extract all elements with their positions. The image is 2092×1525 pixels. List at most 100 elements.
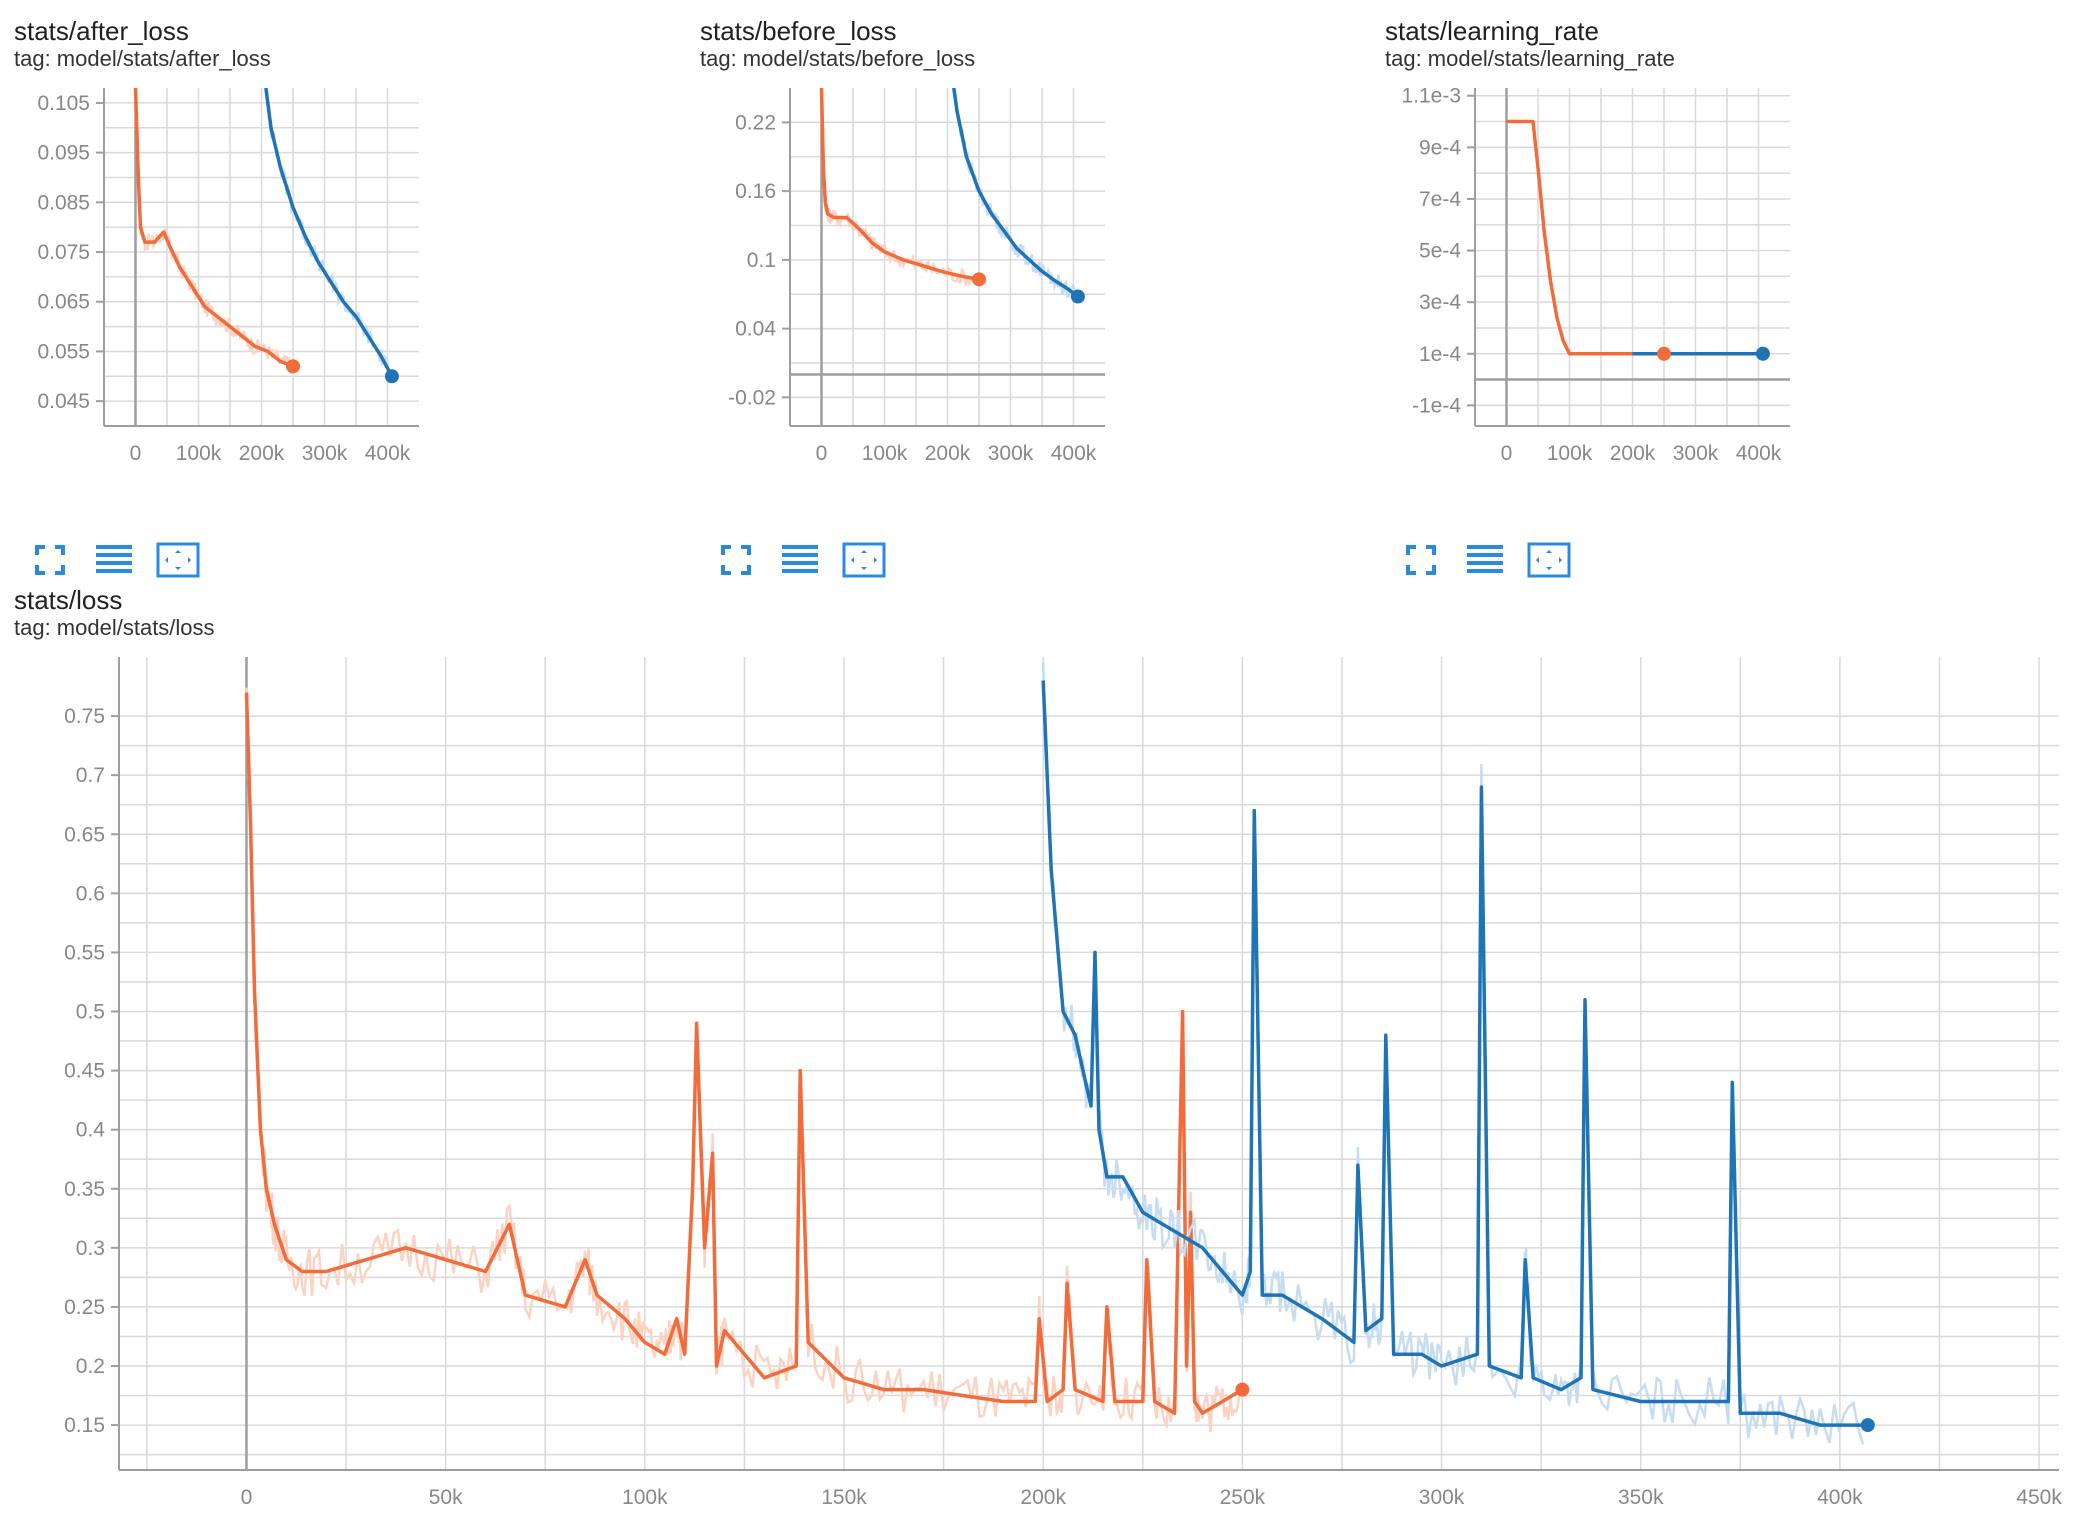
y-tick-label: 0.4	[76, 1119, 106, 1142]
chart-toolbar	[28, 538, 200, 582]
x-tick-label: 300k	[1419, 1486, 1465, 1509]
chart-title: stats/before_loss	[700, 16, 897, 46]
learning-rate-chart[interactable]: 1.1e-3 9e-4 7e-4 5e-4 3e-4 1e-4 -1e-4 0 100k 200k…	[1385, 76, 1885, 536]
x-tick-label: 400k	[365, 442, 411, 465]
x-tick-label: 400k	[1736, 442, 1782, 465]
y-tick-label: 0.16	[735, 180, 776, 203]
y-tick-label: 1e-4	[1419, 343, 1461, 366]
chart-toolbar	[714, 538, 886, 582]
series-line-orange[interactable]	[133, 88, 294, 369]
plot-area	[244, 662, 1868, 1445]
data-list-icon[interactable]	[92, 538, 136, 582]
x-tick-label: 0	[816, 442, 828, 465]
x-tick-label: 250k	[1220, 1486, 1266, 1509]
series-line-orange[interactable]	[244, 692, 1244, 1416]
x-tick-label: 200k	[1020, 1486, 1066, 1509]
y-tick-label: 0.45	[64, 1060, 105, 1083]
fullscreen-icon[interactable]	[1399, 538, 1443, 582]
y-tick-label: 0.7	[76, 764, 105, 787]
fit-domain-icon[interactable]	[156, 538, 200, 582]
y-tick-label: 0.1	[747, 249, 776, 272]
y-tick-label: 0.35	[64, 1178, 105, 1201]
y-tick-label: 0.04	[735, 318, 776, 341]
x-tick-label: 100k	[622, 1486, 668, 1509]
y-tick-label: 7e-4	[1419, 188, 1461, 211]
series-line-orange[interactable]	[1506, 119, 1665, 356]
chart-tag: tag: model/stats/learning_rate	[1385, 46, 1675, 71]
x-tick-label: 100k	[862, 442, 908, 465]
fullscreen-icon[interactable]	[28, 538, 72, 582]
y-tick-label: 3e-4	[1419, 291, 1461, 314]
series-raw-blue	[952, 88, 1079, 305]
data-list-icon[interactable]	[778, 538, 822, 582]
chart-tag: tag: model/stats/loss	[14, 615, 215, 640]
series-end-marker-orange[interactable]	[972, 272, 986, 287]
y-tick-label: 0.3	[76, 1237, 105, 1260]
chart-title: stats/after_loss	[14, 16, 189, 46]
fit-domain-icon[interactable]	[1527, 538, 1571, 582]
y-tick-label: 0.55	[64, 941, 105, 964]
series-end-marker-orange[interactable]	[286, 359, 300, 374]
y-tick-label: 0.065	[37, 291, 90, 314]
x-tick-label: 0	[1501, 442, 1513, 465]
series-line-orange[interactable]	[819, 88, 980, 282]
y-tick-label: 0.6	[76, 882, 105, 905]
x-tick-label: 200k	[925, 442, 971, 465]
before-loss-chart[interactable]: 0.22 0.16 0.1 0.04 -0.02 0 100k 200k 300k 400k	[700, 76, 1200, 536]
chart-tag: tag: model/stats/before_loss	[700, 46, 976, 71]
series-line-blue[interactable]	[952, 88, 1079, 298]
x-tick-label: 300k	[302, 442, 348, 465]
y-tick-label: 1.1e-3	[1401, 85, 1461, 108]
x-tick-label: 100k	[176, 442, 222, 465]
plot-area	[819, 88, 1079, 305]
x-tick-label: 200k	[239, 442, 285, 465]
plot-area	[133, 88, 394, 382]
y-tick-label: 0.5	[76, 1001, 105, 1024]
y-tick-label: -0.02	[728, 386, 776, 409]
x-tick-label: 400k	[1817, 1486, 1863, 1509]
y-tick-label: 0.2	[76, 1355, 105, 1378]
x-tick-label: 0	[130, 442, 142, 465]
plot-area	[1506, 119, 1763, 356]
x-tick-label: 150k	[821, 1486, 867, 1509]
series-end-marker-orange[interactable]	[1235, 1382, 1250, 1397]
series-end-marker-blue[interactable]	[1755, 346, 1770, 361]
series-line-blue[interactable]	[264, 88, 394, 378]
chart-tag: tag: model/stats/after_loss	[14, 46, 271, 71]
series-raw-orange	[820, 90, 979, 287]
y-tick-label: 0.045	[37, 390, 90, 413]
chart-title: stats/learning_rate	[1385, 16, 1599, 46]
x-tick-label: 450k	[2016, 1486, 2062, 1509]
y-tick-label: 0.055	[37, 340, 90, 363]
x-tick-label: 0	[241, 1486, 253, 1509]
fullscreen-icon[interactable]	[714, 538, 758, 582]
chart-toolbar	[1399, 538, 1571, 582]
series-line-blue[interactable]	[1041, 680, 1868, 1427]
series-end-marker-orange[interactable]	[1657, 346, 1671, 361]
after-loss-chart[interactable]: 0.105 0.095 0.085 0.075 0.065 0.055 0.045 0 100k…	[14, 76, 514, 536]
y-tick-label: 0.75	[64, 705, 105, 728]
series-end-marker-blue[interactable]	[1860, 1418, 1875, 1433]
series-end-marker-blue[interactable]	[384, 369, 399, 384]
y-tick-label: 0.15	[64, 1414, 105, 1437]
x-tick-label: 400k	[1051, 442, 1097, 465]
y-tick-label: 0.25	[64, 1296, 105, 1319]
y-tick-label: 0.085	[37, 191, 90, 214]
y-tick-label: 9e-4	[1419, 136, 1461, 159]
y-tick-label: 5e-4	[1419, 240, 1461, 263]
chart-title: stats/loss	[14, 585, 123, 615]
y-tick-label: 0.65	[64, 823, 105, 846]
series-raw-blue	[264, 88, 392, 382]
series-end-marker-blue[interactable]	[1070, 289, 1085, 304]
data-list-icon[interactable]	[1463, 538, 1507, 582]
loss-chart[interactable]: 0.750.70.650.60.550.50.450.40.350.30.250…	[14, 645, 2074, 1525]
y-tick-label: -1e-4	[1412, 394, 1461, 417]
y-tick-label: 0.105	[37, 92, 90, 115]
x-tick-label: 100k	[1547, 442, 1593, 465]
x-tick-label: 300k	[988, 442, 1034, 465]
y-tick-label: 0.095	[37, 142, 90, 165]
fit-domain-icon[interactable]	[842, 538, 886, 582]
x-tick-label: 50k	[429, 1486, 463, 1509]
x-tick-label: 300k	[1673, 442, 1719, 465]
x-tick-label: 200k	[1610, 442, 1656, 465]
